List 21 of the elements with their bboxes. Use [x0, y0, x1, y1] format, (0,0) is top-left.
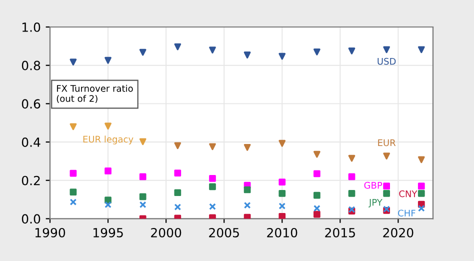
- series-label: JPY: [368, 199, 382, 208]
- y-tick-label: 1.0: [22, 22, 40, 32]
- y-tick-label: 0.6: [22, 99, 40, 109]
- y-tick-label: 0.0: [22, 214, 40, 224]
- x-tick-label: 2005: [209, 228, 239, 238]
- series-label: USD: [378, 58, 396, 65]
- x-tick-label: 2020: [383, 228, 414, 238]
- y-tick-label: 0.8: [22, 60, 40, 70]
- y-tick-label: 0.4: [22, 137, 40, 147]
- x-tick-label: 2000: [151, 228, 182, 238]
- series-label: EUR legacy: [83, 136, 134, 144]
- x-tick-label: 1990: [35, 228, 66, 238]
- series-label: GBP: [364, 182, 382, 189]
- series-label: CNY: [399, 190, 418, 198]
- y-tick-label: 0.2: [22, 176, 40, 186]
- x-tick-label: 2010: [267, 228, 298, 238]
- x-tick-label: 1995: [93, 228, 123, 238]
- annotation: FX Turnover ratio (out of 2): [56, 84, 133, 103]
- series-label: CHF: [398, 210, 416, 217]
- series-label: EUR: [378, 139, 396, 146]
- x-tick-label: 2015: [325, 228, 355, 238]
